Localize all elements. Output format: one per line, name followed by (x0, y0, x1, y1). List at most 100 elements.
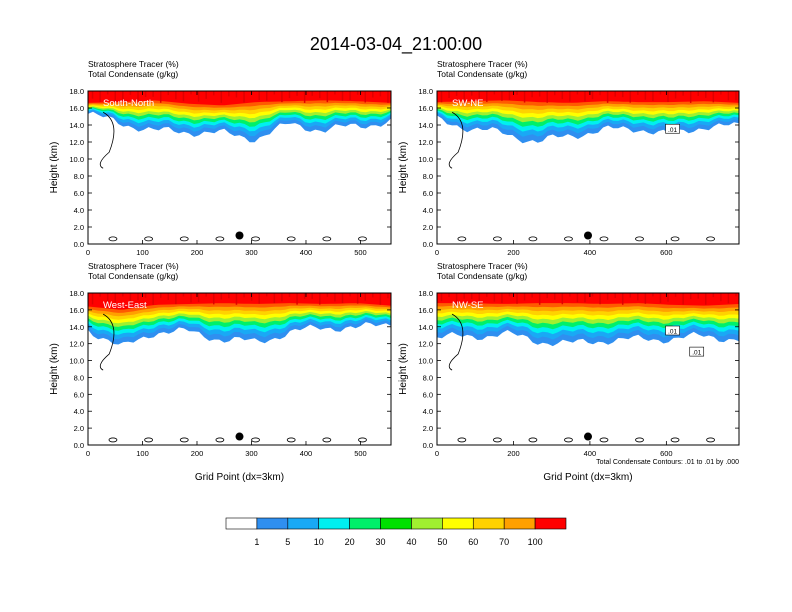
colorbar-box (349, 517, 381, 530)
colorbar-label: 100 (528, 537, 543, 547)
x-tick-label: 200 (507, 449, 520, 458)
tracer-level-band (437, 293, 739, 306)
tracer-streak (682, 293, 684, 305)
x-tick-label: 400 (584, 248, 597, 257)
tracer-streak (599, 293, 601, 305)
y-tick-label: 0.0 (423, 441, 433, 450)
tracer-streak (689, 91, 692, 103)
tracer-streak (531, 91, 533, 98)
condensate-contour (670, 437, 680, 443)
tracer-streak (554, 293, 556, 300)
x-tick-label: 500 (354, 449, 367, 458)
condensate-contour (492, 236, 502, 242)
x-tick-label: 600 (660, 449, 673, 458)
tracer-streak (523, 293, 526, 301)
y-tick-label: 14.0 (69, 121, 84, 130)
tracer-streak (478, 293, 481, 305)
tracer-streak (319, 91, 321, 99)
condensate-contour (492, 437, 502, 443)
panel-label: West-East (103, 300, 147, 311)
tracer-streak (644, 91, 647, 100)
contour-label-box (665, 325, 680, 336)
tracer-field (88, 91, 391, 242)
colorbar-box (318, 517, 350, 530)
x-tick-label: 100 (136, 248, 149, 257)
y-tick-label: 2.0 (423, 223, 433, 232)
tracer-streak (629, 91, 632, 103)
tracer-streak (584, 293, 586, 303)
tracer-streak (144, 91, 147, 98)
tracer-streak (735, 293, 737, 297)
tracer-streak (516, 293, 518, 304)
x-tick-label: 100 (136, 449, 149, 458)
tracer-streak (334, 293, 336, 302)
tracer-streak (463, 91, 465, 103)
tracer-streak (712, 293, 715, 298)
tracer-streak (599, 91, 601, 96)
tracer-streak (167, 293, 170, 301)
tracer-streak (493, 91, 496, 95)
tracer-streak (303, 293, 306, 299)
x-tick-label: 200 (191, 449, 204, 458)
tracer-streak (501, 293, 503, 303)
panel-label: South-North (103, 98, 154, 109)
tracer-streak (440, 293, 443, 302)
tracer-streak (122, 293, 124, 297)
colorbar-label: 30 (376, 537, 386, 547)
tracer-streak (341, 293, 344, 304)
tracer-streak (508, 293, 511, 297)
tracer-streak (311, 91, 313, 96)
y-tick-label: 14.0 (69, 323, 84, 332)
tracer-streak (546, 91, 548, 103)
tracer-streak (258, 91, 260, 101)
tracer-streak (319, 293, 321, 305)
tracer-streak (591, 91, 594, 100)
tracer-streak (91, 91, 94, 99)
condensate-contour (564, 437, 573, 443)
condensate-contour (457, 236, 467, 242)
tracer-streak (137, 293, 139, 301)
y-tick-label: 4.0 (74, 407, 84, 416)
condensate-contour (322, 236, 332, 242)
condensate-contour (635, 236, 644, 242)
y-tick-label: 18.0 (69, 87, 84, 96)
contour-label: .01 (692, 350, 701, 357)
panel-3: Stratosphere Tracer (%)Total Condensate … (49, 261, 392, 483)
location-dot (584, 432, 592, 441)
colorbar-box (256, 517, 289, 530)
tracer-streak (190, 91, 192, 95)
y-axis-label: Height (km) (398, 343, 409, 395)
tracer-streak (212, 91, 215, 96)
condensate-contour (179, 236, 189, 242)
y-tick-label: 8.0 (423, 172, 433, 181)
variable-label: Total Condensate (g/kg) (437, 271, 527, 281)
tracer-streak (175, 91, 177, 100)
tracer-streak (674, 91, 677, 99)
tracer-streak (288, 293, 291, 297)
tracer-streak (106, 91, 109, 95)
panel-label: SW-NE (452, 98, 484, 109)
tracer-streak (273, 91, 276, 95)
tracer-streak (364, 293, 366, 301)
tracer-streak (569, 91, 571, 102)
condensate-contour (564, 236, 573, 242)
condensate-contour (358, 437, 367, 443)
y-tick-label: 4.0 (74, 206, 84, 215)
colorbar-box (287, 517, 320, 530)
tracer-streak (114, 293, 117, 303)
plot-frame (436, 292, 740, 446)
condensate-contour (286, 437, 296, 443)
y-tick-label: 10.0 (69, 155, 84, 164)
x-axis-label: Grid Point (dx=3km) (543, 472, 632, 483)
y-tick-label: 6.0 (423, 189, 433, 198)
tracer-streak (190, 293, 192, 303)
tracer-streak (175, 293, 177, 305)
tracer-streak (349, 91, 351, 101)
x-tick-label: 400 (300, 248, 313, 257)
colorbar-box (472, 517, 505, 530)
tracer-streak (591, 293, 594, 297)
y-tick-label: 10.0 (69, 357, 84, 366)
tracer-streak (689, 293, 692, 300)
tracer-streak (258, 293, 260, 304)
tracer-streak (212, 293, 215, 305)
